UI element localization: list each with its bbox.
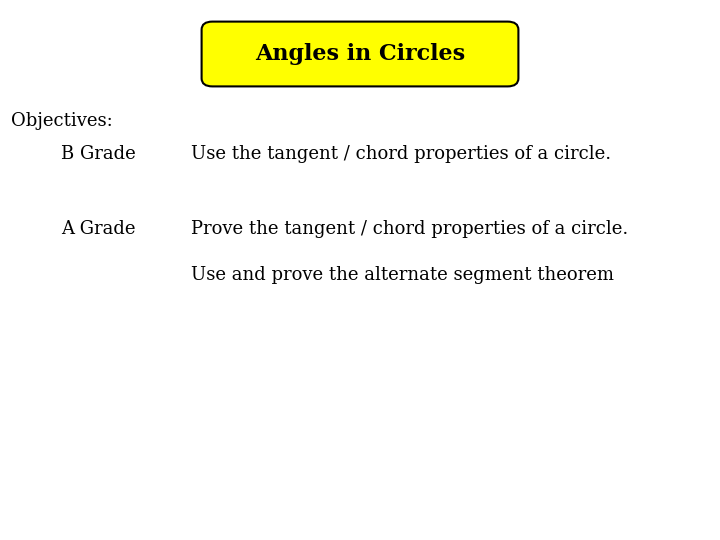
FancyBboxPatch shape: [202, 22, 518, 86]
Text: Angles in Circles: Angles in Circles: [255, 43, 465, 65]
Text: Objectives:: Objectives:: [11, 112, 112, 131]
Text: Use and prove the alternate segment theorem: Use and prove the alternate segment theo…: [191, 266, 613, 285]
Text: A Grade: A Grade: [61, 220, 135, 239]
Text: B Grade: B Grade: [61, 145, 136, 163]
Text: Use the tangent / chord properties of a circle.: Use the tangent / chord properties of a …: [191, 145, 611, 163]
Text: Prove the tangent / chord properties of a circle.: Prove the tangent / chord properties of …: [191, 220, 628, 239]
